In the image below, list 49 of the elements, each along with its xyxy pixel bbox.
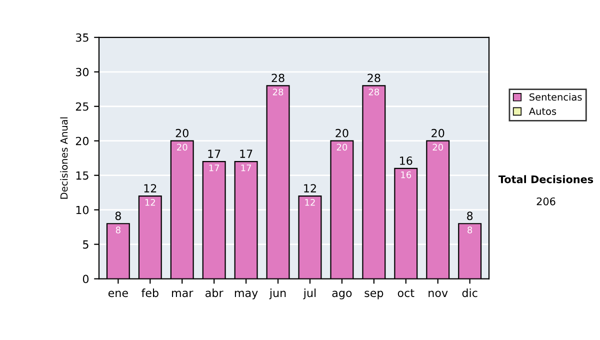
x-tick-label: nov <box>428 290 448 298</box>
data-label: 12 <box>145 198 155 206</box>
data-label: 8 <box>116 226 120 234</box>
y-tick-label: 30 <box>76 68 89 76</box>
x-tick-label: dic <box>462 288 478 298</box>
total-label: 16 <box>400 156 412 165</box>
legend-label: Autos <box>528 108 556 115</box>
total-label: 12 <box>144 184 156 192</box>
x-tick-label: ago <box>332 290 352 300</box>
x-tick-label: may <box>234 290 258 300</box>
data-label: 8 <box>468 226 472 234</box>
total-label: 28 <box>368 74 380 82</box>
total-label: 12 <box>304 184 316 192</box>
total-label: 17 <box>208 150 220 158</box>
total-label: 28 <box>272 74 284 82</box>
total-label: 20 <box>432 128 444 138</box>
data-label: 28 <box>272 88 284 96</box>
y-tick-label: 15 <box>76 171 88 180</box>
y-tick-label: 5 <box>83 240 88 249</box>
data-label: 20 <box>336 144 348 151</box>
total-label: 17 <box>240 150 252 158</box>
y-tick-label: 0 <box>82 274 89 284</box>
data-label: 20 <box>432 144 443 151</box>
y-tick-label: 25 <box>76 102 88 111</box>
data-label: 28 <box>368 88 380 96</box>
data-label: 17 <box>209 164 220 172</box>
x-tick-label: mar <box>172 290 194 298</box>
total-label: 8 <box>115 212 121 220</box>
x-tick-label: sep <box>364 290 384 300</box>
legend-label: Sentencias <box>530 93 582 101</box>
data-label: 17 <box>241 164 252 172</box>
text: 206 <box>536 197 556 206</box>
data-label: 16 <box>401 171 412 178</box>
x-tick-label: jun <box>269 288 286 300</box>
x-tick-label: feb <box>142 288 158 298</box>
y-axis-title: Decisiones Anual <box>60 117 68 199</box>
data-label: 12 <box>305 198 315 206</box>
text: Total Decisiones <box>498 175 594 184</box>
y-tick-label: 20 <box>76 136 89 146</box>
x-tick-label: oct <box>398 289 414 298</box>
y-tick-label: 35 <box>76 33 88 42</box>
x-tick-label: abr <box>206 288 224 298</box>
x-tick-label: ene <box>108 290 128 298</box>
total-label: 8 <box>467 212 473 220</box>
data-label: 20 <box>177 144 188 151</box>
total-label: 20 <box>176 128 188 138</box>
y-tick-label: 10 <box>76 206 89 214</box>
x-tick-label: jul <box>303 288 316 300</box>
total-label: 20 <box>336 128 348 138</box>
